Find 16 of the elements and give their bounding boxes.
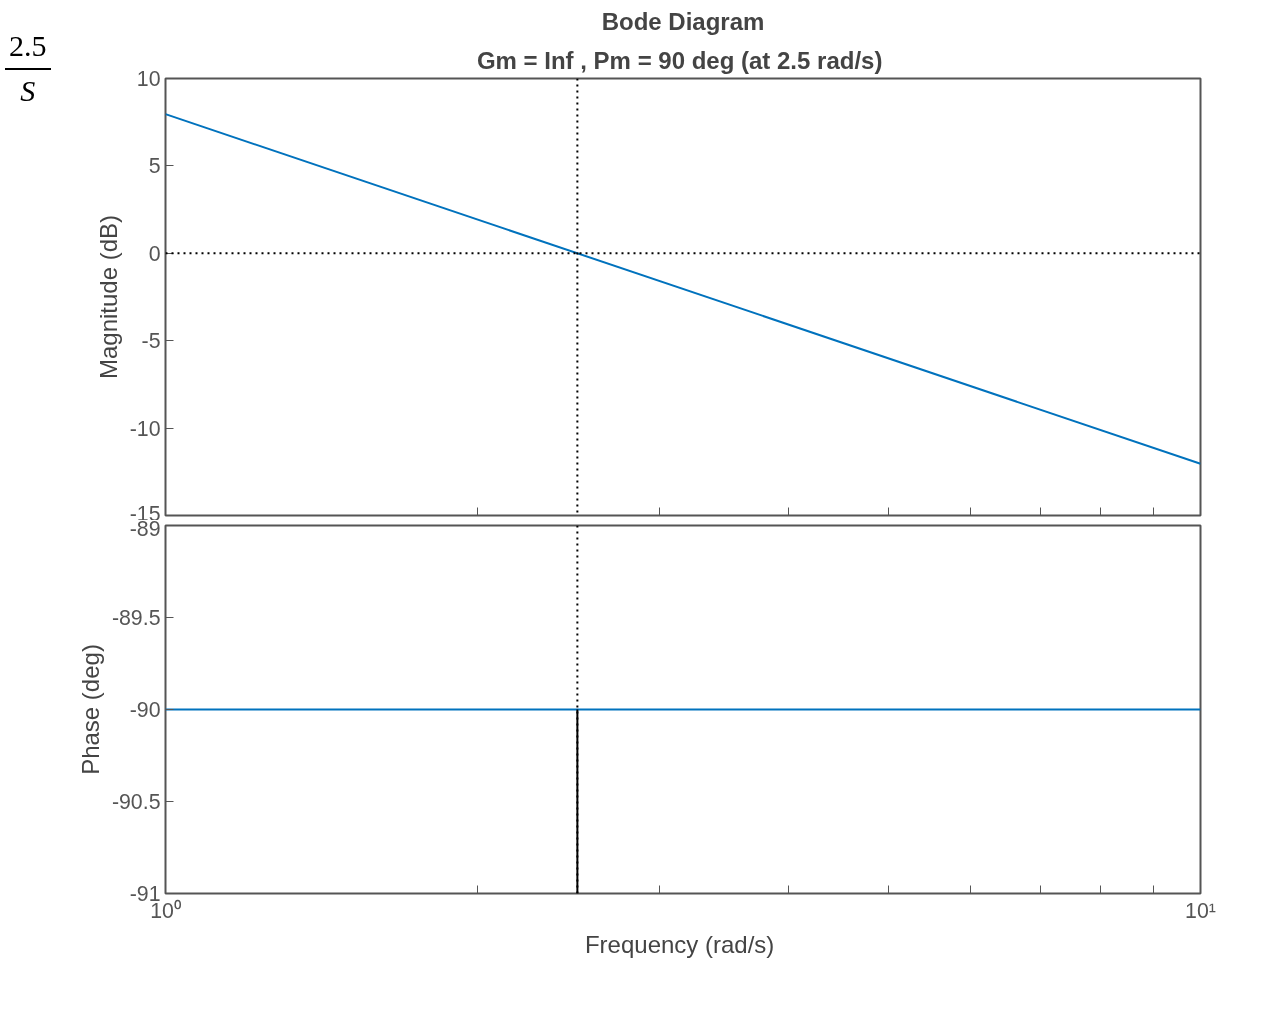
y-tick-label: 5 — [148, 154, 161, 179]
chart-title: Bode Diagram — [601, 7, 765, 35]
y-tick-label: -89.5 — [111, 606, 161, 630]
y-tick-label: 0 — [148, 241, 161, 266]
y-axis-title: Phase (deg) — [76, 644, 104, 775]
y-tick-label: -10 — [129, 416, 161, 441]
y-tick-label: -90 — [129, 698, 161, 722]
text: 2.5 — [5, 25, 51, 70]
x-axis-title: Frequency (rad/s) — [584, 930, 775, 958]
y-tick-label: 10 — [136, 67, 161, 91]
y-tick-label: -5 — [141, 329, 161, 354]
y-tick-label: -90.5 — [111, 790, 161, 814]
y-axis-title: Magnitude (dB) — [94, 214, 122, 380]
chart-subtitle: Gm = Inf , Pm = 90 deg (at 2.5 rad/s) — [476, 46, 883, 74]
x-tick-label: 10¹ — [1185, 898, 1216, 923]
text: S — [19, 72, 37, 109]
